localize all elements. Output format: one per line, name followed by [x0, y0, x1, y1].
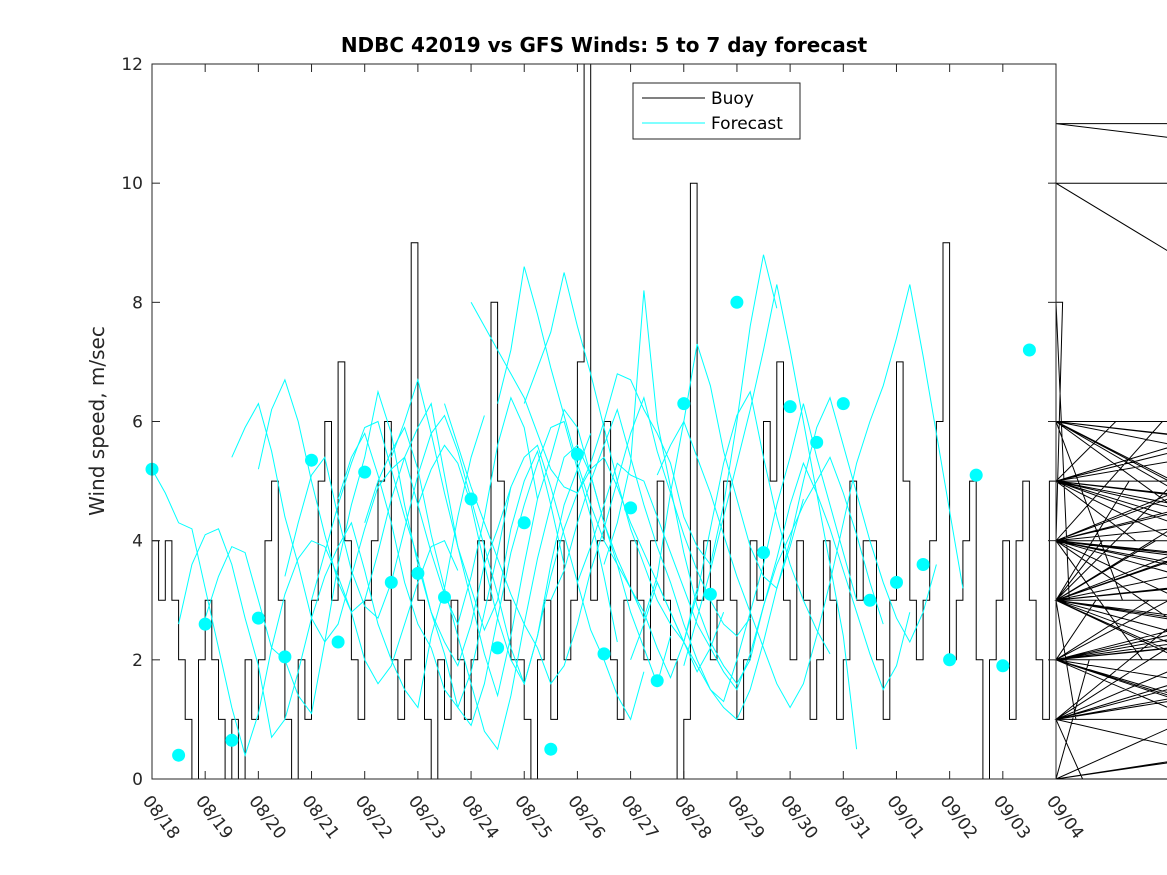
forecast-run-line: [257, 378, 565, 632]
buoy-line: [152, 63, 1167, 780]
y-tick-label: 12: [121, 55, 143, 75]
forecast-marker: [491, 641, 505, 655]
forecast-marker: [836, 397, 850, 411]
forecast-marker: [331, 635, 345, 649]
forecast-marker: [916, 558, 930, 571]
chart-title: NDBC 42019 vs GFS Winds: 5 to 7 day fore…: [341, 33, 868, 57]
forecast-run-line: [603, 290, 911, 691]
y-axis-label: Wind speed, m/sec: [85, 326, 109, 516]
legend-buoy-label: Buoy: [711, 89, 754, 109]
forecast-marker: [411, 566, 425, 580]
forecast-marker: [597, 647, 611, 661]
forecast-run-line: [683, 284, 858, 750]
y-tick-label: 4: [132, 532, 143, 552]
forecast-run-line: [337, 432, 645, 721]
legend: Buoy Forecast: [632, 82, 801, 140]
forecast-marker: [890, 575, 903, 589]
forecast-run-line: [364, 426, 671, 751]
forecast-marker: [783, 400, 797, 414]
forecast-marker: [278, 650, 292, 664]
forecast-marker: [810, 435, 824, 449]
forecast-marker: [996, 659, 1010, 673]
forecast-marker: [570, 447, 584, 461]
forecast-marker: [650, 674, 664, 688]
forecast-marker: [863, 593, 877, 607]
forecast-run-line: [444, 396, 751, 685]
forecast-run-line: [497, 266, 804, 620]
forecast-marker: [464, 492, 478, 506]
buoy-series: [152, 63, 1167, 780]
forecast-marker: [544, 742, 558, 756]
forecast-marker: [358, 465, 372, 479]
forecast-marker: [517, 516, 531, 530]
y-axis: 0 2 4 6 8 10 12: [121, 55, 1056, 790]
forecast-run-line: [470, 254, 778, 566]
forecast-marker: [1022, 343, 1036, 357]
y-tick-label: 10: [121, 174, 143, 194]
y-tick-label: 6: [132, 413, 143, 433]
forecast-run-line: [151, 468, 459, 757]
forecast-marker: [943, 653, 957, 667]
forecast-run-line: [550, 403, 858, 703]
forecast-run-line: [523, 272, 831, 655]
forecast-run-line: [630, 396, 937, 721]
forecast-marker: [703, 587, 717, 601]
forecast-marker: [624, 501, 638, 515]
forecast-markers: [145, 295, 1036, 762]
forecast-marker: [198, 617, 212, 631]
legend-box: [632, 82, 801, 140]
legend-forecast-label: Forecast: [711, 114, 783, 134]
y-tick-label: 8: [132, 293, 143, 313]
forecast-marker: [969, 468, 983, 482]
y-tick-label: 0: [132, 770, 143, 790]
forecast-marker: [305, 453, 318, 467]
forecast-marker: [730, 295, 744, 309]
forecast-marker: [172, 748, 186, 762]
forecast-marker: [384, 575, 398, 589]
forecast-run-line: [178, 415, 485, 739]
forecast-marker: [757, 546, 770, 560]
forecast-series: [151, 254, 964, 757]
forecast-run-line: [656, 284, 964, 709]
forecast-marker: [251, 611, 265, 625]
forecast-marker: [677, 397, 691, 411]
forecast-run-line: [311, 420, 618, 727]
forecast-marker: [225, 733, 239, 747]
forecast-run-line: [204, 389, 512, 715]
forecast-run-line: [231, 396, 538, 643]
y-tick-label: 2: [132, 651, 143, 671]
forecast-marker: [438, 590, 451, 604]
